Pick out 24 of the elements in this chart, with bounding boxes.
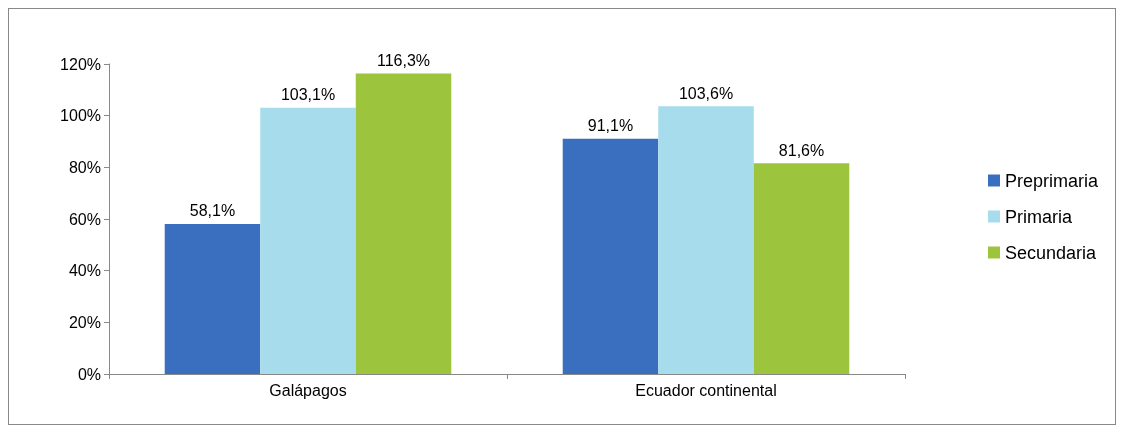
data-label: 103,6% <box>678 84 734 102</box>
y-tick-label: 80% <box>68 158 101 176</box>
bar <box>658 106 754 374</box>
y-tick-label: 100% <box>60 107 101 125</box>
legend-label: Primaria <box>1004 206 1073 227</box>
data-label: 91,1% <box>587 117 634 135</box>
bar <box>753 163 850 374</box>
bar <box>355 73 452 374</box>
y-tick-label: 60% <box>68 210 101 228</box>
y-tick-label: 20% <box>68 313 101 331</box>
legend-label: Secundaria <box>1004 242 1098 263</box>
x-tick-label: Galápagos <box>269 381 347 399</box>
legend-label: Preprimaria <box>1004 170 1099 191</box>
data-label: 103,1% <box>280 86 336 104</box>
x-tick-label: Ecuador continental <box>635 381 777 399</box>
y-tick-label: 0% <box>77 365 101 383</box>
data-label: 81,6% <box>778 141 825 159</box>
bar <box>260 107 356 374</box>
y-tick-label: 120% <box>60 55 101 73</box>
data-label: 116,3% <box>376 52 431 70</box>
data-label: 58,1% <box>189 202 236 220</box>
y-tick-label: 40% <box>68 262 101 280</box>
bar <box>164 223 261 374</box>
bar <box>562 138 659 374</box>
